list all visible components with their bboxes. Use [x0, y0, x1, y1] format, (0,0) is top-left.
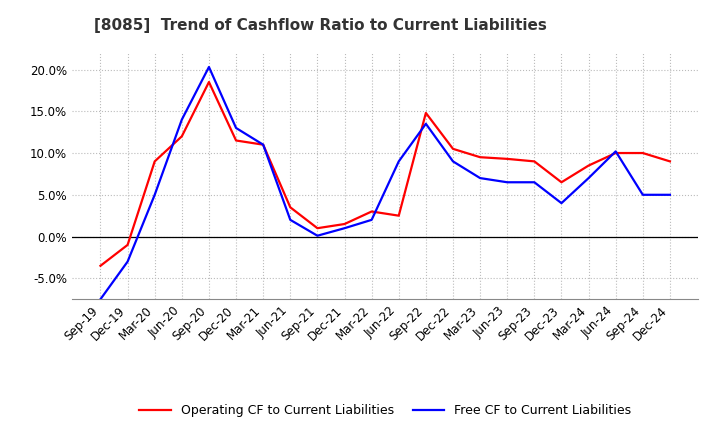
Free CF to Current Liabilities: [557, 201, 566, 206]
Free CF to Current Liabilities: [503, 180, 511, 185]
Free CF to Current Liabilities: [367, 217, 376, 223]
Legend: Operating CF to Current Liabilities, Free CF to Current Liabilities: Operating CF to Current Liabilities, Fre…: [135, 399, 636, 422]
Free CF to Current Liabilities: [96, 297, 105, 302]
Operating CF to Current Liabilities: [557, 180, 566, 185]
Operating CF to Current Liabilities: [341, 221, 349, 227]
Operating CF to Current Liabilities: [150, 159, 159, 164]
Line: Operating CF to Current Liabilities: Operating CF to Current Liabilities: [101, 82, 670, 266]
Free CF to Current Liabilities: [395, 159, 403, 164]
Operating CF to Current Liabilities: [232, 138, 240, 143]
Operating CF to Current Liabilities: [530, 159, 539, 164]
Free CF to Current Liabilities: [476, 176, 485, 181]
Free CF to Current Liabilities: [313, 233, 322, 238]
Free CF to Current Liabilities: [150, 192, 159, 198]
Free CF to Current Liabilities: [584, 176, 593, 181]
Free CF to Current Liabilities: [286, 217, 294, 223]
Operating CF to Current Liabilities: [367, 209, 376, 214]
Operating CF to Current Liabilities: [584, 163, 593, 168]
Text: [8085]  Trend of Cashflow Ratio to Current Liabilities: [8085] Trend of Cashflow Ratio to Curren…: [94, 18, 546, 33]
Operating CF to Current Liabilities: [503, 156, 511, 161]
Operating CF to Current Liabilities: [639, 150, 647, 156]
Line: Free CF to Current Liabilities: Free CF to Current Liabilities: [101, 67, 670, 299]
Operating CF to Current Liabilities: [611, 150, 620, 156]
Operating CF to Current Liabilities: [286, 205, 294, 210]
Free CF to Current Liabilities: [259, 142, 268, 147]
Free CF to Current Liabilities: [530, 180, 539, 185]
Operating CF to Current Liabilities: [259, 142, 268, 147]
Free CF to Current Liabilities: [341, 226, 349, 231]
Free CF to Current Liabilities: [178, 117, 186, 122]
Free CF to Current Liabilities: [639, 192, 647, 198]
Operating CF to Current Liabilities: [476, 154, 485, 160]
Operating CF to Current Liabilities: [421, 110, 430, 116]
Free CF to Current Liabilities: [232, 125, 240, 131]
Operating CF to Current Liabilities: [665, 159, 674, 164]
Operating CF to Current Liabilities: [204, 79, 213, 84]
Operating CF to Current Liabilities: [178, 134, 186, 139]
Free CF to Current Liabilities: [204, 64, 213, 70]
Free CF to Current Liabilities: [611, 149, 620, 154]
Free CF to Current Liabilities: [449, 159, 457, 164]
Operating CF to Current Liabilities: [96, 263, 105, 268]
Operating CF to Current Liabilities: [123, 242, 132, 248]
Operating CF to Current Liabilities: [313, 226, 322, 231]
Operating CF to Current Liabilities: [449, 146, 457, 151]
Free CF to Current Liabilities: [123, 259, 132, 264]
Operating CF to Current Liabilities: [395, 213, 403, 218]
Free CF to Current Liabilities: [421, 121, 430, 126]
Free CF to Current Liabilities: [665, 192, 674, 198]
